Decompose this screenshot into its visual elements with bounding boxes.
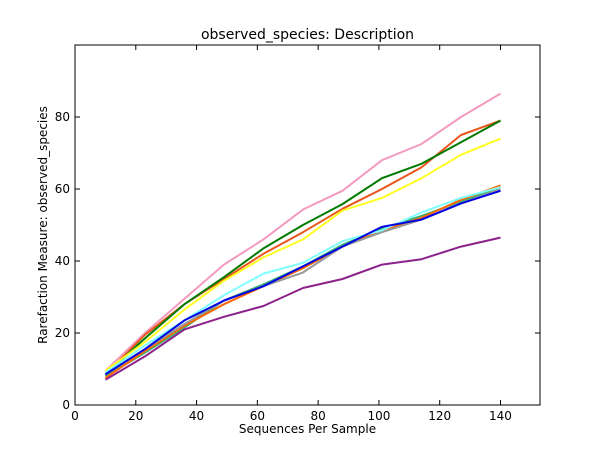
- x-tick-label: 140: [489, 409, 512, 423]
- series-line-4: [104, 137, 501, 372]
- chart-title: observed_species: Description: [201, 27, 414, 43]
- ticks-layer: 0 20 40 60 80 100 120 140 0 20 40 60 80: [55, 45, 540, 423]
- plot-area-frame: [74, 44, 541, 406]
- x-tick-label: 80: [310, 409, 325, 423]
- x-tick-label: 100: [367, 409, 390, 423]
- x-tick-label: 20: [128, 409, 143, 423]
- series-line-6: [104, 184, 501, 379]
- x-tick-label: 120: [428, 409, 451, 423]
- series-line-10: [104, 236, 501, 381]
- y-tick-label: 60: [55, 182, 70, 196]
- y-tick-label: 0: [62, 398, 70, 412]
- x-axis-label: Sequences Per Sample: [239, 422, 376, 436]
- series-line-3: [104, 119, 501, 376]
- y-axis-label: Rarefaction Measure: observed_species: [36, 106, 50, 344]
- y-tick-label: 40: [55, 254, 70, 268]
- y-tick-label: 20: [55, 326, 70, 340]
- series-line-1: [104, 92, 501, 372]
- series-line-8: [104, 186, 501, 374]
- x-tick-label: 40: [189, 409, 204, 423]
- x-tick-label: 0: [71, 409, 79, 423]
- series-line-7: [104, 188, 501, 376]
- series-line-5: [104, 186, 501, 378]
- series-layer: [104, 92, 501, 381]
- y-tick-label: 80: [55, 110, 70, 124]
- series-line-9: [104, 189, 501, 376]
- x-tick-label: 60: [250, 409, 265, 423]
